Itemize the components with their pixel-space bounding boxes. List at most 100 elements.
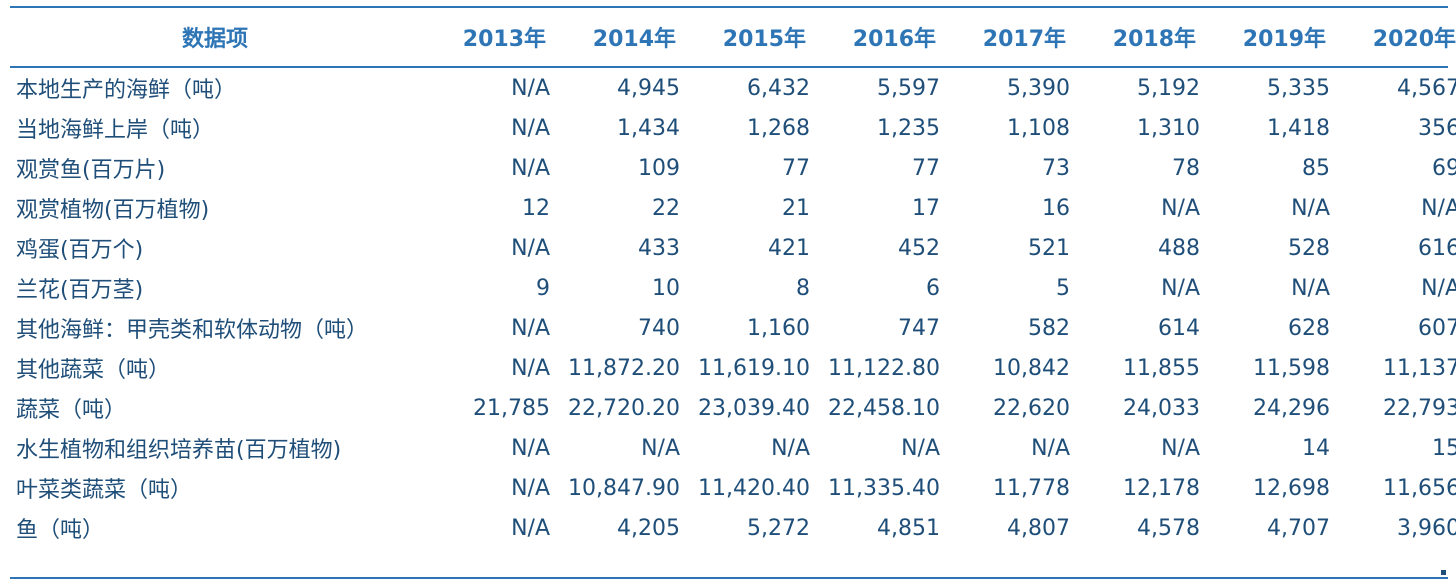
- header-label: 数据项: [181, 27, 248, 52]
- table-cell: 11,137: [1383, 355, 1456, 381]
- table-cell: 10,842: [993, 355, 1070, 381]
- table-row: 蔬菜（吨） 21,785 22,720.20 23,039.40 22,458.10 22…: [10, 388, 1456, 428]
- table-cell: 5,597: [877, 75, 940, 101]
- table-cell: N/A: [511, 75, 550, 101]
- header-year: 2014年: [592, 27, 676, 52]
- table-cell: 5,335: [1267, 75, 1330, 101]
- header-year: 2018年: [1112, 27, 1196, 52]
- table-cell: 6: [926, 275, 940, 301]
- table-cell: 10: [652, 275, 680, 301]
- header-year: 2020年: [1372, 27, 1456, 52]
- header-year: 2016年: [852, 27, 936, 52]
- table-cell: 22: [652, 195, 680, 221]
- table-top-rule: [10, 6, 1448, 8]
- table-cell: 628: [1288, 315, 1330, 341]
- row-label: 观赏植物(百万植物): [16, 198, 210, 223]
- resize-handle: [1441, 570, 1446, 575]
- table-cell: N/A: [771, 435, 810, 461]
- table-cell: 1,434: [617, 115, 680, 141]
- table-cell: 21,785: [473, 395, 550, 421]
- table-cell: 14: [1302, 435, 1330, 461]
- table-row: 当地海鲜上岸（吨） N/A 1,434 1,268 1,235 1,108 1,310 1,4…: [10, 108, 1456, 148]
- row-label: 水生植物和组织培养苗(百万植物): [16, 438, 342, 463]
- table-cell: 614: [1158, 315, 1200, 341]
- data-table: 数据项 2013年 2014年 2015年 2016年 2017年 2018年 …: [10, 8, 1456, 548]
- table-cell: N/A: [511, 435, 550, 461]
- row-label: 鸡蛋(百万个): [16, 238, 144, 263]
- table-row: 水生植物和组织培养苗(百万植物) N/A N/A N/A N/A N/A N/A 14 15: [10, 428, 1456, 468]
- table-row: 观赏鱼(百万片) N/A 109 77 77 73 78 85 69: [10, 148, 1456, 188]
- table-cell: N/A: [1421, 275, 1456, 301]
- table-row: 鸡蛋(百万个) N/A 433 421 452 521 488 528 616: [10, 228, 1456, 268]
- table-cell: N/A: [1031, 435, 1070, 461]
- table-cell: 356: [1418, 115, 1456, 141]
- table-cell: 17: [912, 195, 940, 221]
- table-cell: 73: [1042, 155, 1070, 181]
- table-row: 本地生产的海鲜（吨） N/A 4,945 6,432 5,597 5,390 5,192 5,…: [10, 66, 1456, 108]
- table-cell: 22,793: [1383, 395, 1456, 421]
- table-cell: 69: [1432, 155, 1456, 181]
- table-row: 兰花(百万茎) 9 10 8 6 5 N/A N/A N/A: [10, 268, 1456, 308]
- table-cell: 77: [912, 155, 940, 181]
- table-cell: 488: [1158, 235, 1200, 261]
- row-label: 叶菜类蔬菜（吨）: [16, 478, 193, 503]
- table-cell: 1,108: [1007, 115, 1070, 141]
- table-cell: 78: [1172, 155, 1200, 181]
- table-cell: 11,778: [993, 475, 1070, 501]
- table-cell: 4,567: [1397, 75, 1456, 101]
- table-body: 本地生产的海鲜（吨） N/A 4,945 6,432 5,597 5,390 5,192 5,…: [10, 66, 1456, 548]
- table-cell: 24,296: [1253, 395, 1330, 421]
- table-cell: 5: [1056, 275, 1070, 301]
- table-cell: 10,847.90: [568, 475, 680, 501]
- table-cell: 5,192: [1137, 75, 1200, 101]
- table-cell: N/A: [1161, 435, 1200, 461]
- table-row: 鱼（吨） N/A 4,205 5,272 4,851 4,807 4,578 4,707 3,9…: [10, 508, 1456, 548]
- row-label: 兰花(百万茎): [16, 278, 144, 303]
- table-cell: 528: [1288, 235, 1330, 261]
- table-cell: 22,458.10: [828, 395, 940, 421]
- table-cell: 433: [638, 235, 680, 261]
- header-year: 2015年: [722, 27, 806, 52]
- table-cell: 1,310: [1137, 115, 1200, 141]
- table-cell: 4,707: [1267, 515, 1330, 541]
- table-cell: 11,872.20: [568, 355, 680, 381]
- table-cell: 15: [1432, 435, 1456, 461]
- table-cell: 11,598: [1253, 355, 1330, 381]
- row-label: 其他海鲜：甲壳类和软体动物（吨）: [16, 318, 369, 343]
- table-cell: N/A: [1161, 195, 1200, 221]
- table-cell: 8: [796, 275, 810, 301]
- table-cell: N/A: [901, 435, 940, 461]
- table-cell: 11,619.10: [698, 355, 810, 381]
- table-cell: 16: [1042, 195, 1070, 221]
- table-bottom-rule: [10, 577, 1448, 579]
- table-cell: 421: [768, 235, 810, 261]
- header-year: 2013年: [462, 27, 546, 52]
- table-cell: 4,205: [617, 515, 680, 541]
- table-cell: 11,122.80: [828, 355, 940, 381]
- table-cell: 11,335.40: [828, 475, 940, 501]
- table-row: 观赏植物(百万植物) 12 22 21 17 16 N/A N/A N/A: [10, 188, 1456, 228]
- table-cell: N/A: [1291, 275, 1330, 301]
- table-cell: 12,698: [1253, 475, 1330, 501]
- table-cell: 1,160: [747, 315, 810, 341]
- table-cell: 616: [1418, 235, 1456, 261]
- table-cell: 23,039.40: [698, 395, 810, 421]
- header-year: 2017年: [982, 27, 1066, 52]
- table-cell: 1,418: [1267, 115, 1330, 141]
- table-cell: N/A: [511, 115, 550, 141]
- table-cell: 4,945: [617, 75, 680, 101]
- table-cell: 11,420.40: [698, 475, 810, 501]
- header-divider-rule: [10, 66, 1448, 68]
- table-cell: 4,807: [1007, 515, 1070, 541]
- table-cell: N/A: [511, 235, 550, 261]
- table-cell: 740: [638, 315, 680, 341]
- table-cell: 24,033: [1123, 395, 1200, 421]
- table-cell: 11,656: [1383, 475, 1456, 501]
- table-row: 其他蔬菜（吨） N/A 11,872.20 11,619.10 11,122.80 10,…: [10, 348, 1456, 388]
- table-cell: 5,272: [747, 515, 810, 541]
- table-cell: 21: [782, 195, 810, 221]
- table-row: 叶菜类蔬菜（吨） N/A 10,847.90 11,420.40 11,335.40 11…: [10, 468, 1456, 508]
- table-cell: N/A: [511, 515, 550, 541]
- table-cell: 109: [638, 155, 680, 181]
- table-cell: N/A: [511, 355, 550, 381]
